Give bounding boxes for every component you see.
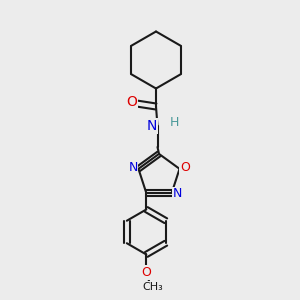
Text: O: O <box>127 95 137 109</box>
Text: H: H <box>169 116 179 130</box>
Text: N: N <box>172 188 182 200</box>
Text: N: N <box>128 161 138 174</box>
Text: N: N <box>147 119 157 133</box>
Text: CH₃: CH₃ <box>142 282 163 292</box>
Text: O: O <box>180 161 190 174</box>
Text: O: O <box>141 266 151 279</box>
